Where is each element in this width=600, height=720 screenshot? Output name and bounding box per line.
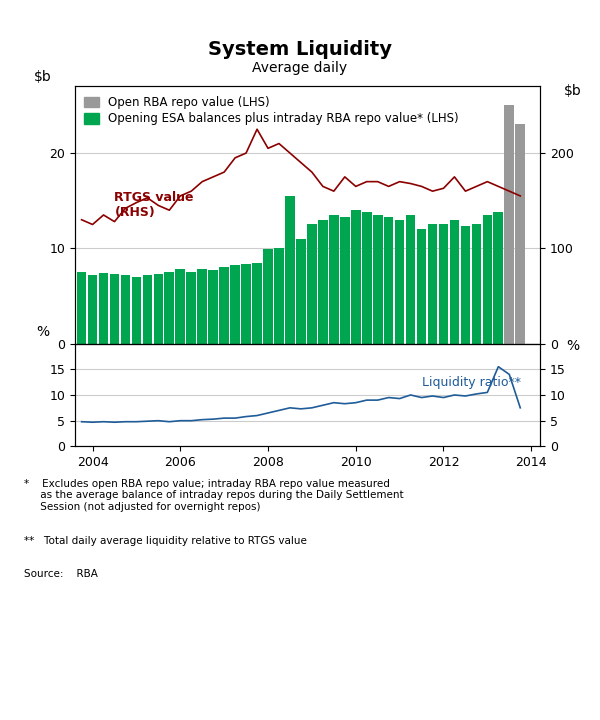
Bar [121,275,130,343]
Bar [482,215,492,343]
Bar [252,263,262,343]
Bar [373,215,383,343]
Bar [449,220,459,343]
Bar [318,220,328,343]
Y-axis label: %: % [36,325,49,339]
Bar [329,215,338,343]
Bar [175,269,185,343]
Bar [384,217,394,343]
Bar [285,196,295,343]
Bar [131,277,141,343]
Text: Average daily: Average daily [253,61,347,75]
Y-axis label: $b: $b [34,70,52,84]
Bar [98,273,109,343]
Bar [154,274,163,343]
Bar [461,226,470,343]
Bar [77,272,86,343]
Y-axis label: $b: $b [563,84,581,98]
Bar [197,269,207,343]
Bar [362,212,371,343]
Bar [263,249,273,343]
Bar [296,239,306,343]
Bar [439,225,448,343]
Bar [493,212,503,343]
Bar [428,225,437,343]
Bar [208,270,218,343]
Text: Source:    RBA: Source: RBA [24,569,98,579]
Bar [220,267,229,343]
Bar [351,210,361,343]
Bar [241,264,251,343]
Y-axis label: %: % [566,339,579,354]
Bar [143,275,152,343]
Bar [515,329,525,343]
Legend: Open RBA repo value (LHS), Opening ESA balances plus intraday RBA repo value* (L: Open RBA repo value (LHS), Opening ESA b… [81,92,462,129]
Bar [340,217,350,343]
Text: System Liquidity: System Liquidity [208,40,392,58]
Bar [88,275,97,343]
Bar [164,272,174,343]
Text: RTGS value
(RHS): RTGS value (RHS) [115,192,194,220]
Text: *    Excludes open RBA repo value; intraday RBA repo value measured
     as the : * Excludes open RBA repo value; intraday… [24,479,404,512]
Bar [230,266,240,343]
Text: Liquidity ratio**: Liquidity ratio** [422,376,521,389]
Bar [110,274,119,343]
Bar [417,229,427,343]
Text: **   Total daily average liquidity relative to RTGS value: ** Total daily average liquidity relativ… [24,536,307,546]
Bar [307,225,317,343]
Bar [472,225,481,343]
Bar [505,105,514,343]
Bar [274,248,284,343]
Bar [505,210,514,343]
Bar [187,272,196,343]
Bar [395,220,404,343]
Bar [515,125,525,343]
Bar [406,215,415,343]
